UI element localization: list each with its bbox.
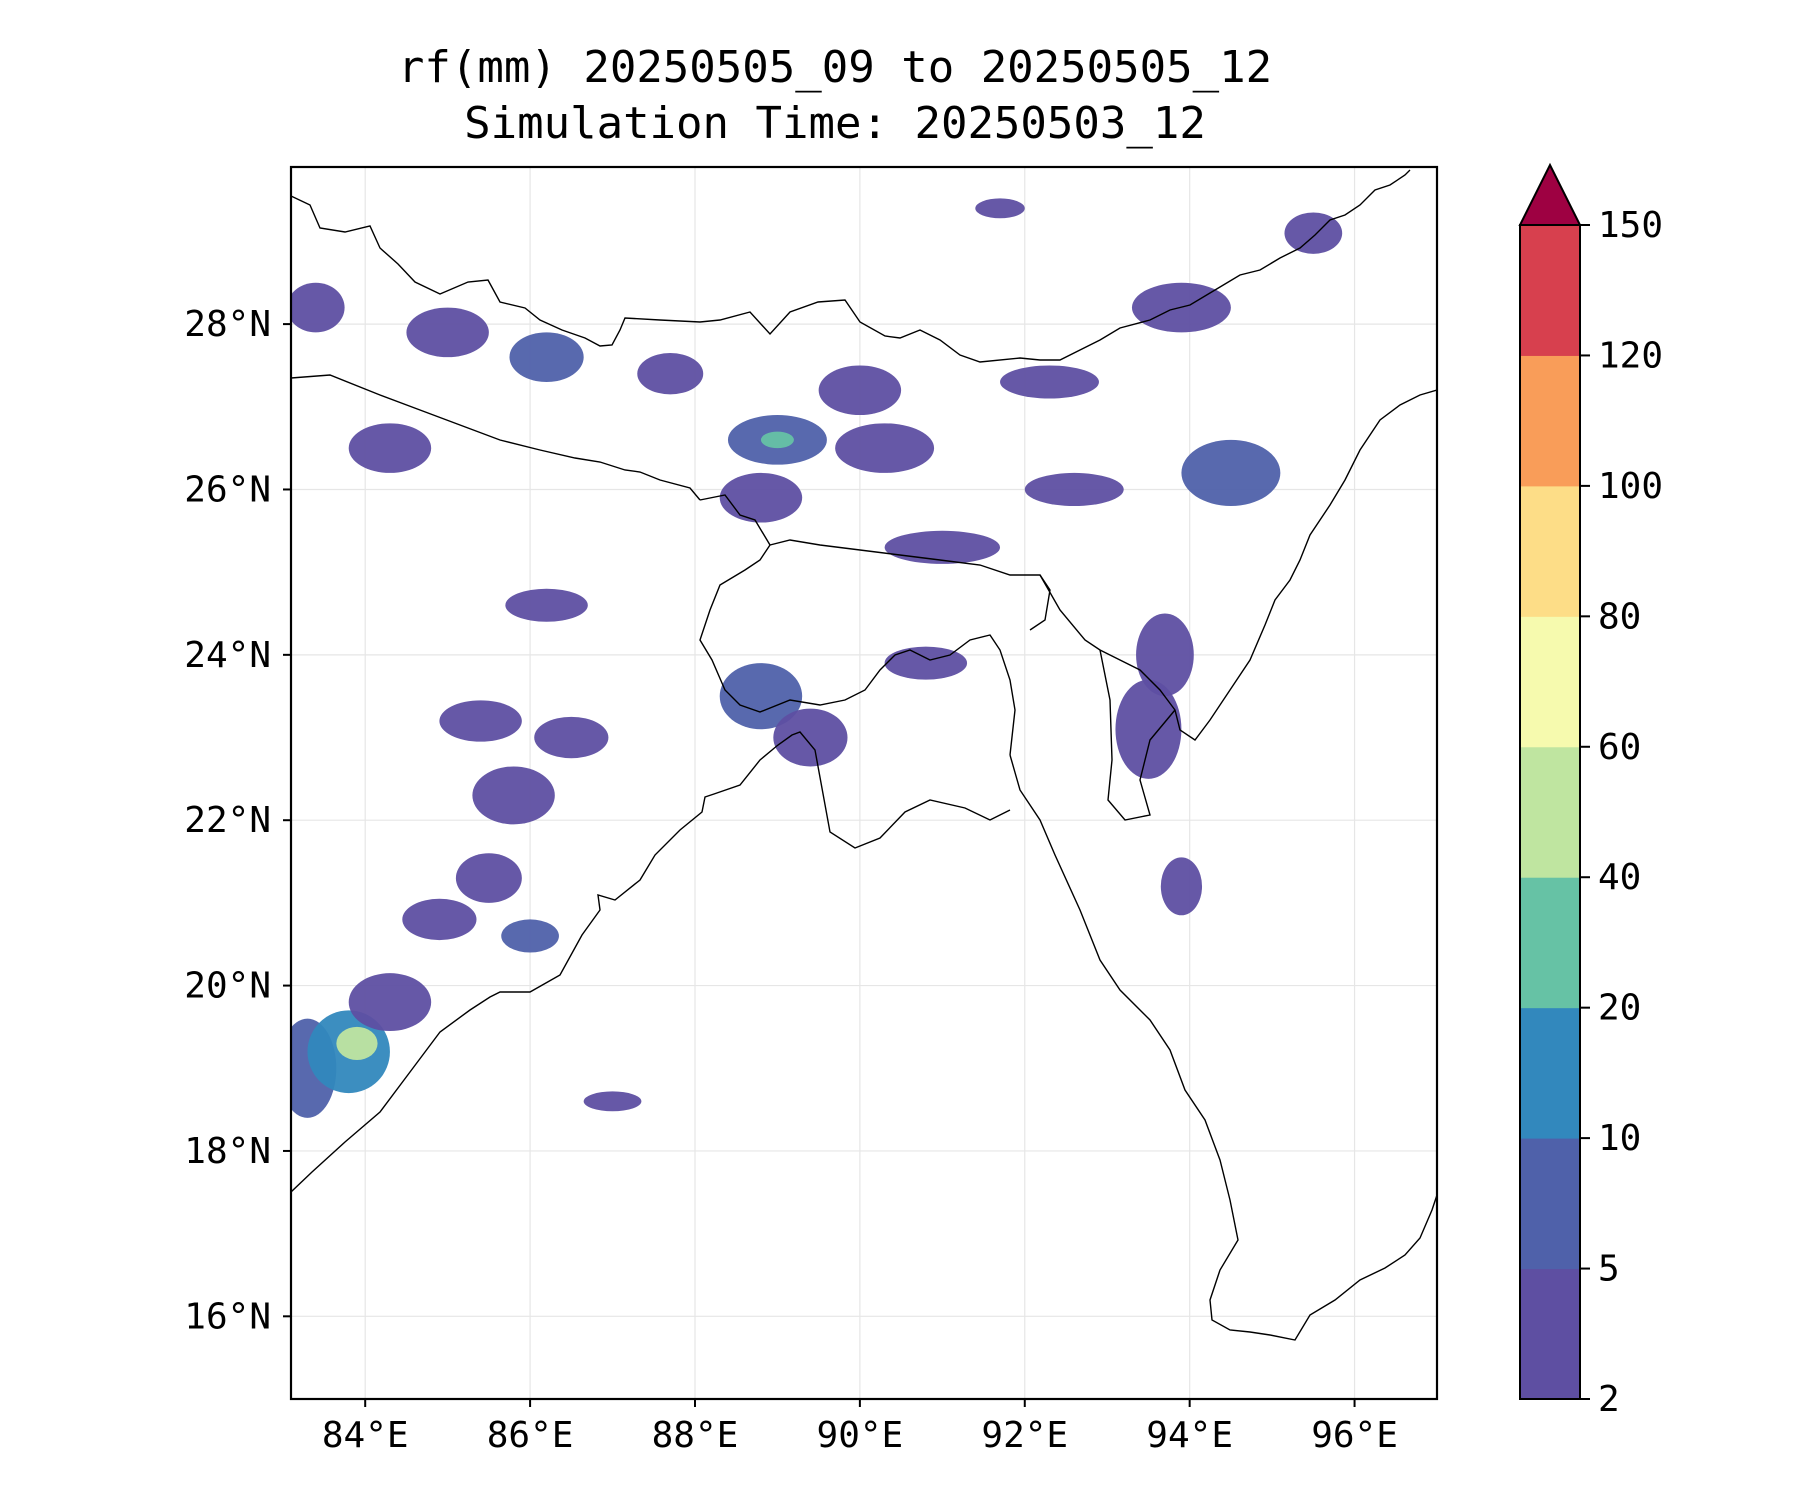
rain-patch-34 [975,198,1025,219]
lon-tick-label-2: 88°E [652,1415,739,1456]
colorbar-label-8: 120 [1598,335,1663,376]
lon-tick-label-0: 84°E [322,1415,409,1456]
rain-patch-25 [1181,439,1281,507]
rain-patch-2 [336,1026,378,1060]
lon-tick-label-4: 92°E [981,1415,1068,1456]
rain-patch-28 [1160,857,1203,916]
bangladesh-border [699,494,1016,756]
rain-patch-9 [505,588,588,622]
rain-patch-18 [719,472,803,523]
rain-patch-10 [348,423,432,473]
coastlines-borders [291,169,1437,1341]
colorbar-segment-4 [1520,746,1580,878]
colorbar-extend-arrow [1518,162,1582,226]
rain-patch-7 [439,700,522,742]
rain-patch-22 [1000,365,1099,399]
rain-patch-17 [835,423,935,473]
colorbar-segment-7 [1520,355,1580,487]
rain-patch-14 [637,353,704,395]
rain-patch-29 [719,663,803,730]
colorbar-segment-1 [1520,1138,1580,1270]
lat-tick-label-0: 16°N [184,1296,271,1337]
rain-patch-12 [406,307,489,358]
bangladesh-north [769,539,1051,631]
map-axes: 84°E 86°E 88°E 90°E 92°E 94°E 96°E 16°N 18°N 20°N… [184,304,1398,1456]
lat-tick-label-5: 26°N [184,469,271,510]
colorbar-label-7: 100 [1598,466,1663,507]
colorbar-segment-6 [1520,485,1580,617]
colorbar: 2 5 10 20 40 60 80 100 120 150 [1518,162,1663,1420]
india-east-coastline [291,731,1011,1193]
colorbar-segment-5 [1520,616,1580,748]
himalaya-border [291,169,1411,363]
lat-tick-label-2: 20°N [184,966,271,1007]
rain-patch-13 [509,332,584,382]
title-line-2: Simulation Time: 20250503_12 [464,98,1206,149]
colorbar-label-2: 10 [1598,1118,1641,1159]
lon-tick-label-5: 94°E [1146,1415,1233,1456]
chart-title: rf(mm) 20250505_09 to 20250505_12 Simula… [0,40,1670,152]
rain-patch-3 [348,973,432,1032]
rain-patch-6 [472,766,555,825]
colorbar-label-1: 5 [1598,1249,1620,1290]
rain-patch-30 [773,708,848,767]
colorbar-segment-2 [1520,1007,1580,1139]
lat-tick-label-4: 24°N [184,635,271,676]
rain-patch-31 [884,646,968,680]
rain-patch-21 [1024,472,1124,507]
rainfall-contours [291,198,1343,1118]
rain-patch-20 [884,530,1001,564]
colorbar-label-3: 20 [1598,988,1641,1029]
colorbar-label-9: 150 [1598,205,1663,246]
lon-tick-label-3: 90°E [817,1415,904,1456]
nepal-border-south [291,374,701,501]
rain-patch-5 [455,853,522,903]
colorbar-segment-0 [1520,1268,1580,1400]
lat-tick-label-1: 18°N [184,1131,271,1172]
colorbar-label-0: 2 [1598,1379,1620,1420]
lat-tick-label-6: 28°N [184,304,271,345]
myanmar-inner-border [1099,649,1176,821]
lat-tick-label-3: 22°N [184,800,271,841]
colorbar-segment-8 [1520,225,1580,356]
map-frame [289,165,1439,1401]
rain-patch-4 [402,898,477,941]
colorbar-frame [1519,224,1581,1400]
lon-tick-label-6: 96°E [1311,1415,1398,1456]
rain-patch-32 [501,919,559,953]
colorbar-segment-3 [1520,877,1580,1009]
rain-patch-8 [534,716,609,759]
colorbar-label-6: 80 [1598,596,1641,637]
rain-patch-19 [818,365,902,416]
rain-patch-33 [583,1091,642,1112]
colorbar-label-4: 40 [1598,857,1641,898]
northeast-border [1039,389,1437,741]
rain-patch-26 [1136,613,1194,697]
lon-tick-label-1: 86°E [487,1415,574,1456]
colorbar-label-5: 60 [1598,727,1641,768]
rain-patch-27 [1115,679,1182,779]
rain-patch-16 [760,431,794,449]
rain-patch-11 [291,282,345,333]
title-line-1: rf(mm) 20250505_09 to 20250505_12 [397,42,1273,93]
myanmar-coastline [1009,754,1437,1341]
